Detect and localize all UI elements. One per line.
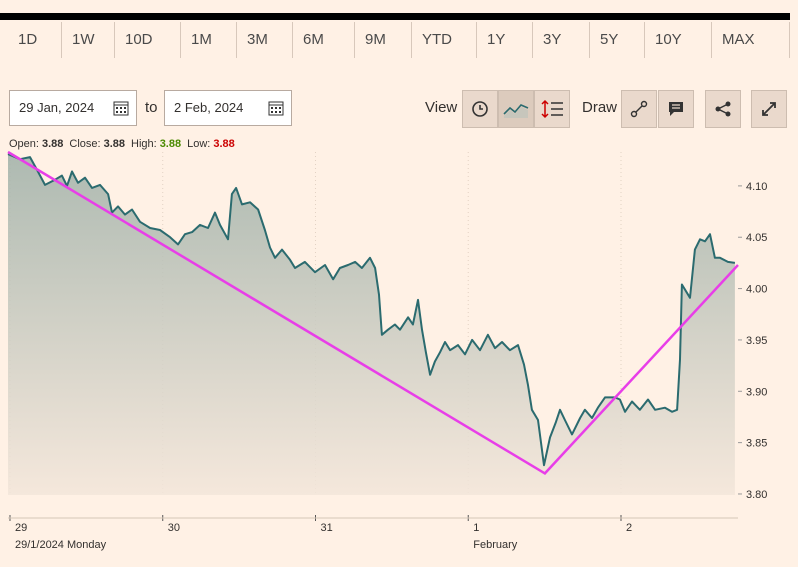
x-tick-label: 1: [473, 522, 479, 534]
x-tick-label: 30: [168, 522, 180, 534]
y-tick-label: 4.10: [746, 181, 767, 193]
y-tick-label: 3.85: [746, 438, 767, 450]
range-button[interactable]: 9M: [355, 22, 412, 58]
indicators-button[interactable]: [534, 90, 570, 128]
range-button[interactable]: MAX: [712, 22, 790, 58]
quote-line: Open: 3.88 Close: 3.88 High: 3.88 Low: 3.88: [9, 138, 235, 150]
x-tick-label: 31: [320, 522, 332, 534]
quote-label: Close:: [69, 138, 101, 150]
range-button[interactable]: 1D: [8, 22, 62, 58]
quote-label: Low:: [187, 138, 211, 150]
quote-item: High: 3.88: [131, 138, 181, 150]
x-tick-label: 2: [626, 522, 632, 534]
area: [8, 154, 735, 495]
range-button[interactable]: 3Y: [533, 22, 590, 58]
y-tick-label: 3.90: [746, 386, 767, 398]
top-bar: [0, 13, 790, 20]
comment-button[interactable]: [658, 90, 694, 128]
quote-value: 3.88: [103, 138, 125, 150]
quote-item: Low: 3.88: [187, 138, 235, 150]
range-button[interactable]: 1Y: [477, 22, 533, 58]
range-button[interactable]: 1M: [181, 22, 237, 58]
x-annotation: 29/1/2024 Monday: [15, 539, 107, 551]
range-button[interactable]: 10D: [115, 22, 181, 58]
date-from-text: 29 Jan, 2024: [19, 100, 95, 115]
quote-item: Close: 3.88: [69, 138, 125, 150]
range-button[interactable]: 6M: [293, 22, 355, 58]
line: [7, 153, 736, 467]
range-button[interactable]: 10Y: [645, 22, 712, 58]
share-button[interactable]: [705, 90, 741, 128]
quote-value: 3.88: [159, 138, 182, 150]
range-toolbar: 1D 1W 10D 1M 3M 6M 9M YTD 1Y 3Y 5Y 10Y MAX: [8, 22, 790, 58]
date-to[interactable]: 2 Feb, 2024: [164, 90, 292, 126]
date-to-text: 2 Feb, 2024: [174, 100, 244, 115]
range-button[interactable]: YTD: [412, 22, 477, 58]
x-tick-label: 29: [15, 522, 27, 534]
quote-value: 3.88: [213, 138, 235, 150]
range-button[interactable]: 1W: [62, 22, 115, 58]
quote-label: Open:: [9, 138, 39, 150]
expand-button[interactable]: [751, 90, 787, 128]
range-button[interactable]: 3M: [237, 22, 293, 58]
quote-value: 3.88: [41, 138, 64, 150]
date-separator: to: [145, 99, 158, 116]
y-tick-label: 3.95: [746, 335, 767, 347]
trend-line: [7, 150, 739, 475]
draw-line-button[interactable]: [621, 90, 657, 128]
quote-item: Open: 3.88: [9, 138, 63, 150]
line-view-button[interactable]: [498, 90, 534, 128]
quote-label: High:: [131, 138, 157, 150]
calendar-icon: [113, 101, 129, 116]
clock-button[interactable]: [462, 90, 498, 128]
x-annotation: February: [473, 539, 518, 551]
y-tick-label: 4.00: [746, 284, 767, 296]
range-button[interactable]: 5Y: [590, 22, 645, 58]
y-tick-label: 3.80: [746, 489, 767, 501]
date-from[interactable]: 29 Jan, 2024: [9, 90, 137, 126]
calendar-icon: [268, 101, 284, 116]
view-label: View: [425, 99, 458, 116]
y-tick-label: 4.05: [746, 232, 767, 244]
draw-label: Draw: [582, 99, 618, 116]
